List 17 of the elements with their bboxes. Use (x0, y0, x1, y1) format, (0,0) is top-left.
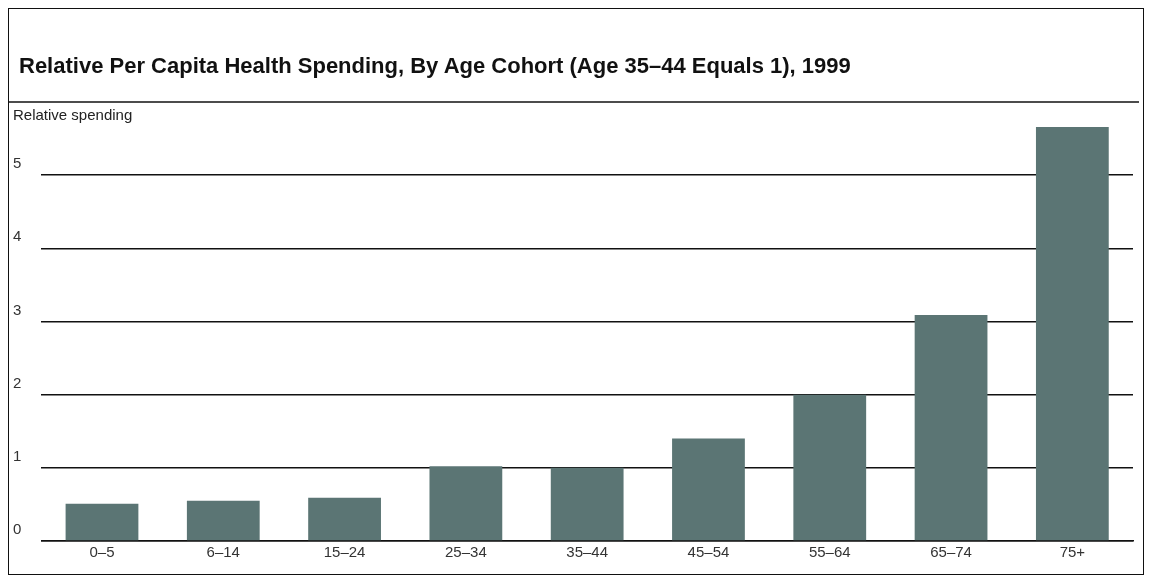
chart-title: Relative Per Capita Health Spending, By Age Cohort (Age 35–44 Equals 1), 1999 (18, 53, 852, 80)
x-tick-label: 45–54 (687, 543, 730, 561)
x-tick-label: 15–24 (323, 543, 366, 561)
x-tick-label: 6–14 (206, 543, 240, 561)
x-tick-label: 35–44 (566, 543, 609, 561)
x-tick-label: 25–34 (445, 543, 487, 561)
x-tick-label: 75+ (1059, 543, 1086, 561)
y-tick-label: 3 (13, 300, 22, 318)
x-tick-label: 0–5 (89, 543, 115, 561)
x-tick-label: 65–74 (930, 543, 972, 561)
x-tick-label: 55–64 (808, 543, 851, 561)
y-tick-label: 0 (13, 520, 22, 538)
y-axis-title: Relative spending (13, 105, 133, 123)
y-tick-label: 2 (13, 373, 22, 391)
y-tick-label: 5 (13, 154, 22, 172)
y-tick-label: 1 (13, 446, 22, 464)
y-tick-label: 4 (13, 227, 22, 245)
